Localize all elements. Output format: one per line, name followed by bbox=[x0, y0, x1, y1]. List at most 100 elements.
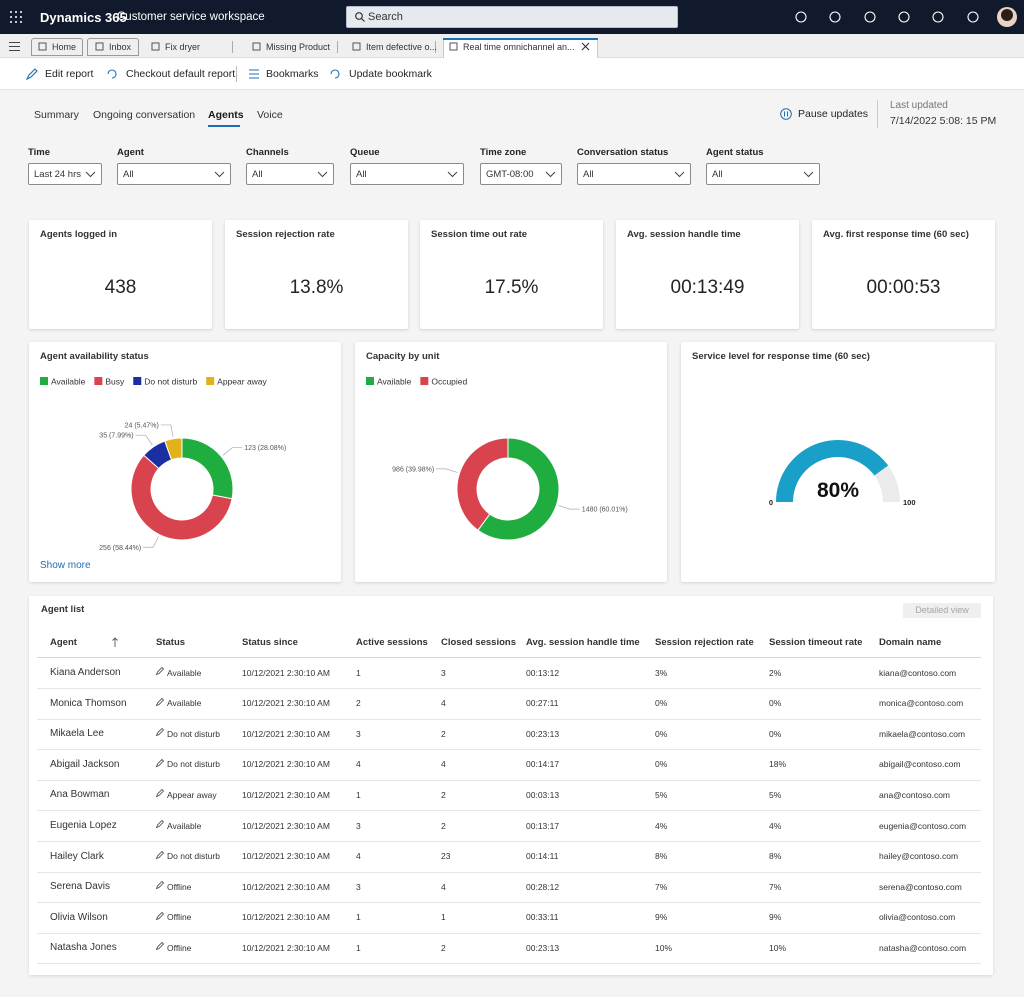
table-cell: Appear away bbox=[167, 789, 217, 800]
detailed-view-button[interactable]: Detailed view bbox=[903, 603, 981, 618]
tab-icon bbox=[95, 42, 104, 51]
table-cell: 2 bbox=[441, 820, 446, 831]
table-cell: 8% bbox=[655, 851, 668, 862]
close-icon bbox=[581, 42, 590, 51]
toolbar-button[interactable]: Checkout default report bbox=[126, 68, 236, 80]
tab-icon bbox=[449, 42, 458, 51]
column-header[interactable]: Session timeout rate bbox=[769, 637, 863, 648]
toolbar-separator bbox=[236, 66, 237, 82]
data-label: 35 (7.99%) bbox=[99, 433, 133, 440]
table-cell: 10/12/2021 2:30:10 AM bbox=[242, 881, 330, 892]
filter-dropdown[interactable]: Last 24 hrs bbox=[28, 163, 102, 185]
toolbar-icon-shape bbox=[25, 68, 38, 81]
table-cell: 3% bbox=[655, 667, 668, 678]
filter-dropdown[interactable]: All bbox=[577, 163, 691, 185]
nav-tab[interactable]: Ongoing conversation bbox=[93, 109, 196, 121]
search-box[interactable]: Search bbox=[346, 6, 678, 28]
show-more-link[interactable]: Show more bbox=[40, 560, 91, 571]
filter-label: Agent bbox=[117, 147, 144, 158]
pause-button[interactable]: Pause updates bbox=[798, 108, 869, 120]
search-placeholder: Search bbox=[368, 11, 403, 23]
donut-slice bbox=[164, 437, 183, 461]
table-cell: 00:13:17 bbox=[526, 820, 560, 831]
table-cell: kiana@contoso.com bbox=[879, 667, 957, 678]
header-icon bbox=[829, 11, 841, 23]
data-label: 986 (39.98%) bbox=[392, 466, 434, 473]
column-header[interactable]: Session rejection rate bbox=[655, 637, 754, 648]
filter-dropdown[interactable]: All bbox=[706, 163, 820, 185]
table-cell: 0% bbox=[655, 728, 668, 739]
toolbar-button[interactable]: Bookmarks bbox=[266, 68, 319, 80]
filter-dropdown[interactable]: All bbox=[350, 163, 464, 185]
table-cell: 10/12/2021 2:30:10 AM bbox=[242, 820, 330, 831]
filter-value: All bbox=[123, 169, 134, 180]
toolbar-icon-shape bbox=[107, 69, 117, 79]
table-cell: 4% bbox=[655, 820, 668, 831]
dot bbox=[20, 21, 22, 23]
filter-dropdown[interactable]: GMT-08:00 bbox=[480, 163, 562, 185]
toolbar-button[interactable]: Edit report bbox=[45, 68, 94, 80]
nav-tab[interactable]: Agents bbox=[208, 109, 244, 121]
kpi-label: Agents logged in bbox=[40, 229, 118, 240]
table-cell: Do not disturb bbox=[167, 759, 220, 770]
column-header[interactable]: Status since bbox=[242, 637, 298, 648]
filter-dropdown[interactable]: All bbox=[246, 163, 334, 185]
chart: Available Occupied 1480 (60.01%) 986 (39.98… bbox=[366, 377, 628, 541]
status-icon bbox=[155, 881, 165, 890]
table-cell: 7% bbox=[769, 881, 782, 892]
table-cell: 4 bbox=[356, 759, 361, 770]
column-header[interactable]: Domain name bbox=[879, 637, 942, 648]
pencil bbox=[155, 819, 165, 829]
nav-tab[interactable]: Voice bbox=[257, 109, 283, 121]
legend-swatch bbox=[206, 377, 215, 385]
tab-separator bbox=[435, 41, 436, 53]
table-cell: Kiana Anderson bbox=[50, 667, 121, 678]
filter-value: All bbox=[252, 169, 263, 180]
pencil bbox=[155, 758, 165, 768]
chevron bbox=[85, 171, 96, 178]
status-icon bbox=[155, 911, 165, 921]
table-cell: 2 bbox=[441, 942, 446, 953]
column-header[interactable]: Avg. session handle time bbox=[526, 637, 640, 648]
table-cell: 10/12/2021 2:30:10 AM bbox=[242, 851, 330, 862]
donut-slice bbox=[477, 437, 560, 541]
status-icon bbox=[155, 942, 165, 951]
table-cell: 00:28:12 bbox=[526, 881, 560, 892]
pencil bbox=[155, 881, 165, 890]
tab-label: Real time omnichannel an... bbox=[463, 42, 575, 52]
row-rule bbox=[37, 902, 981, 904]
chevron-shape bbox=[85, 171, 96, 178]
lens bbox=[355, 12, 363, 20]
toolbar-button[interactable]: Update bookmark bbox=[349, 68, 432, 80]
data-label: 256 (58.44%) bbox=[99, 545, 141, 552]
table-cell: 10% bbox=[655, 942, 673, 953]
table-cell: Hailey Clark bbox=[50, 850, 104, 862]
table-cell: 10/12/2021 2:30:10 AM bbox=[242, 667, 330, 678]
card: Avg. session handle time 00:13:49 bbox=[616, 220, 799, 329]
column-header[interactable]: Agent bbox=[50, 637, 77, 648]
table-cell: 9% bbox=[655, 912, 668, 923]
tab[interactable] bbox=[87, 38, 139, 56]
chevron-shape bbox=[803, 171, 814, 178]
pencil bbox=[155, 666, 165, 676]
leader-line bbox=[143, 536, 159, 548]
tab[interactable] bbox=[31, 38, 83, 56]
kpi-label: Session time out rate bbox=[431, 229, 528, 240]
donut-slice bbox=[456, 437, 509, 531]
legend-label: Appear away bbox=[217, 377, 267, 387]
table-cell: natasha@contoso.com bbox=[879, 942, 967, 953]
status-icon bbox=[155, 819, 165, 829]
pencil bbox=[155, 697, 165, 706]
column-header[interactable]: Status bbox=[156, 637, 186, 648]
leader-line bbox=[222, 447, 243, 456]
column-header[interactable]: Active sessions bbox=[356, 637, 428, 648]
gauge-value bbox=[776, 440, 889, 502]
table-cell: 1 bbox=[356, 667, 361, 678]
nav-tab[interactable]: Summary bbox=[34, 109, 79, 121]
column-header[interactable]: Closed sessions bbox=[441, 637, 516, 648]
table-cell: 00:23:13 bbox=[526, 942, 560, 953]
kpi-label: Session rejection rate bbox=[236, 229, 335, 240]
table-cell: 4% bbox=[769, 820, 782, 831]
filter-dropdown[interactable]: All bbox=[117, 163, 231, 185]
menu-icon bbox=[9, 42, 20, 51]
